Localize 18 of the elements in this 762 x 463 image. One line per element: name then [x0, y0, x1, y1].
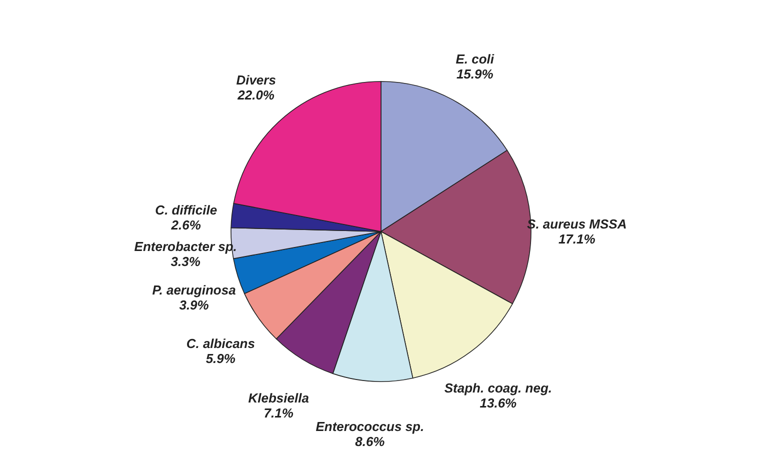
- data-label: 13.6%: [480, 396, 518, 411]
- data-label: 3.9%: [179, 297, 210, 312]
- data-label: 15.9%: [456, 66, 494, 82]
- slice-label: C. albicans: [186, 336, 255, 352]
- data-label: 2.6%: [170, 218, 202, 233]
- data-label: 7.1%: [264, 406, 294, 421]
- slice-label: C. difficile: [155, 202, 218, 218]
- data-label: 3.3%: [170, 254, 201, 269]
- slice-label: Staph. coag. neg.: [444, 380, 552, 396]
- data-label: 22.0%: [236, 87, 275, 102]
- slice-label: Divers: [236, 72, 276, 88]
- slice-label: Enterococcus sp.: [316, 419, 424, 434]
- slice-label: Klebsiella: [248, 390, 309, 406]
- data-label: 17.1%: [558, 232, 596, 247]
- data-label: 5.9%: [206, 351, 236, 366]
- slice-label: E. coli: [456, 51, 494, 66]
- slice-label: P. aeruginosa: [152, 282, 236, 298]
- data-label: 8.6%: [355, 434, 386, 450]
